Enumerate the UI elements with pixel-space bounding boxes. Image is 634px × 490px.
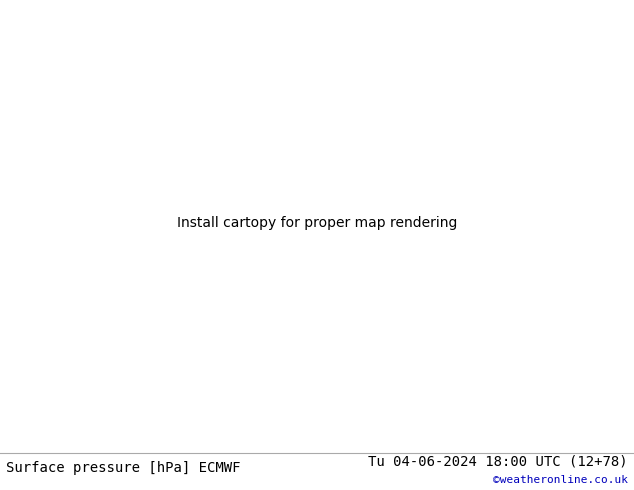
Text: Surface pressure [hPa] ECMWF: Surface pressure [hPa] ECMWF: [6, 461, 241, 475]
Text: ©weatheronline.co.uk: ©weatheronline.co.uk: [493, 475, 628, 485]
Text: Tu 04-06-2024 18:00 UTC (12+78): Tu 04-06-2024 18:00 UTC (12+78): [368, 454, 628, 468]
Text: Install cartopy for proper map rendering: Install cartopy for proper map rendering: [177, 216, 457, 230]
